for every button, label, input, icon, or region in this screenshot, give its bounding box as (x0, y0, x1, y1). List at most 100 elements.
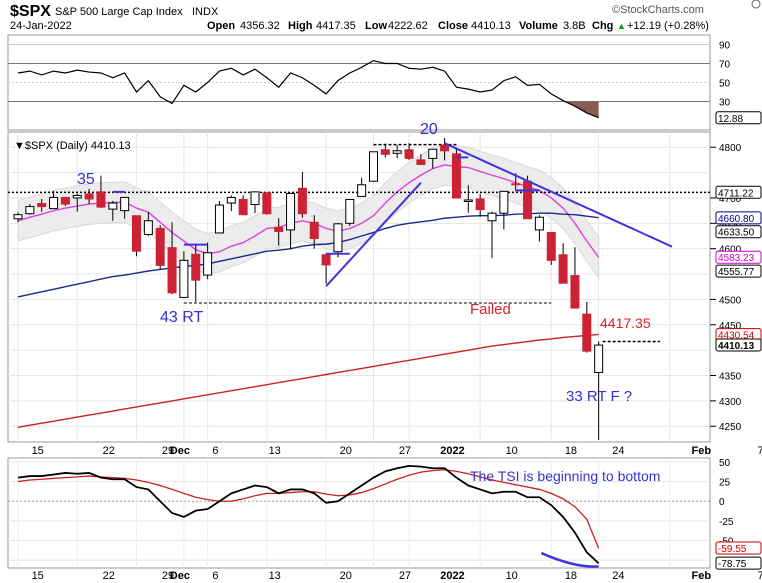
trendline-down (444, 142, 673, 248)
candle-body (49, 196, 59, 210)
candle-body (167, 247, 177, 294)
close-value: 4410.13 (471, 20, 511, 32)
rsi-tick-label: 30 (719, 98, 731, 109)
candle-body (380, 149, 390, 155)
x-label-price: 6 (212, 445, 218, 457)
x-label-tsi: 10 (506, 570, 518, 582)
exchange-label: INDX (192, 6, 219, 18)
candle-body (357, 184, 367, 197)
price-badge-box (715, 250, 762, 264)
open-value: 4356.32 (240, 20, 280, 32)
x-label-tsi: 18 (565, 570, 577, 582)
candle-body (179, 259, 189, 298)
tsi-tick-label: 0 (719, 497, 725, 508)
price-badge-label: 4711.22 (718, 188, 754, 199)
symbol-title: $SPX (10, 3, 51, 20)
legend-text: ▼$SPX (Daily) 4410.13 (14, 140, 131, 152)
tsi-badge-box (715, 556, 762, 570)
candle-body (84, 193, 94, 200)
x-label-tsi: 24 (612, 570, 624, 582)
x-label-tsi: 6 (212, 570, 218, 582)
candle-body (108, 202, 118, 210)
ma-line-red (17, 333, 599, 428)
candle-body (523, 180, 533, 220)
candle-body (546, 231, 556, 261)
x-label-price: 10 (506, 445, 518, 457)
candle-body (274, 226, 284, 232)
price-badge-box (715, 211, 762, 225)
candle-body (72, 194, 82, 199)
rsi-badge-label: 12.88 (718, 114, 743, 125)
price-badge-label: 4633.50 (718, 228, 755, 239)
x-label-price: Dec (170, 445, 190, 457)
candle-body (96, 191, 106, 208)
candle-body (262, 192, 272, 215)
rsi-badge-box (715, 111, 762, 125)
chg-value: +12.19 (+0.28%) (627, 20, 709, 32)
tsi-badge-box (715, 541, 762, 555)
up-arrow-icon: ▲ (617, 21, 626, 31)
rsi-tick-label: 50 (719, 79, 731, 90)
x-label-price: 20 (340, 445, 352, 457)
price-badge-box (715, 225, 762, 239)
x-label-price: 15 (32, 445, 44, 457)
price-tick-label: 4800 (719, 143, 742, 154)
price-badge-box (715, 264, 762, 278)
candle-body (558, 254, 568, 284)
candle-body (191, 253, 201, 281)
candle-body (250, 191, 260, 206)
x-label-tsi: 27 (399, 570, 411, 582)
annotation-43rt: 43 RT (160, 309, 204, 326)
rsi-line (17, 60, 599, 119)
candle-body (143, 220, 153, 235)
chg-label: Chg (592, 20, 613, 32)
candle-body (25, 206, 35, 215)
candle-body (463, 199, 473, 203)
candle-body (333, 223, 343, 253)
price-tick-label: 4700 (719, 194, 742, 205)
ma-line-navy (17, 212, 599, 298)
price-tick-label: 4350 (719, 372, 742, 383)
open-label: Open (207, 20, 235, 32)
rsi-tick-label: 90 (719, 41, 731, 52)
price-tick-label: 4500 (719, 295, 742, 306)
x-label-price: 24 (612, 445, 624, 457)
price-badge-label: 4430.54 (718, 331, 755, 342)
axis-layer: 4800 4700 4650 4600 4500 4450 4350 4300 4250 4711… (32, 143, 762, 582)
x-label-tsi: 2022 (440, 570, 464, 582)
annotation-20: 20 (420, 121, 438, 138)
candle-body (440, 144, 450, 152)
annotation-33rt: 33 RT F ? (566, 388, 632, 405)
candle-body (416, 159, 426, 165)
price-tick-label: 4300 (719, 397, 742, 408)
candle-body (37, 203, 47, 208)
annotation-tsi-note: The TSI is beginning to bottom (470, 468, 660, 484)
x-label-tsi: Feb (692, 570, 712, 582)
price-badge-label: 4555.77 (718, 267, 755, 278)
candle-body (155, 227, 165, 266)
volume-value: 3.8B (563, 20, 586, 32)
candle-body (132, 215, 141, 252)
tsi-bottom-trendline (540, 551, 599, 568)
close-label: Close (438, 20, 468, 32)
x-label-tsi: 13 (269, 570, 281, 582)
ma-line-magenta (17, 164, 600, 258)
price-badge-label: 4660.80 (718, 214, 755, 225)
x-label-tsi: 20 (340, 570, 352, 582)
candle-body (582, 313, 592, 352)
candle-body (451, 153, 461, 199)
scroll-circle-icon (751, 0, 761, 9)
candle-body (404, 149, 414, 159)
x-label-price: 7 (757, 445, 762, 457)
x-label-tsi: Dec (170, 570, 190, 582)
candle-body (428, 148, 438, 159)
low-label: Low (365, 20, 387, 32)
x-label-price: 27 (399, 445, 411, 457)
high-label: High (288, 20, 313, 32)
annotation-35: 35 (77, 171, 95, 188)
rsi-oversold-fill (539, 101, 599, 118)
tsi-panel (7, 457, 711, 569)
tsi-tick-label: 50 (719, 458, 731, 469)
